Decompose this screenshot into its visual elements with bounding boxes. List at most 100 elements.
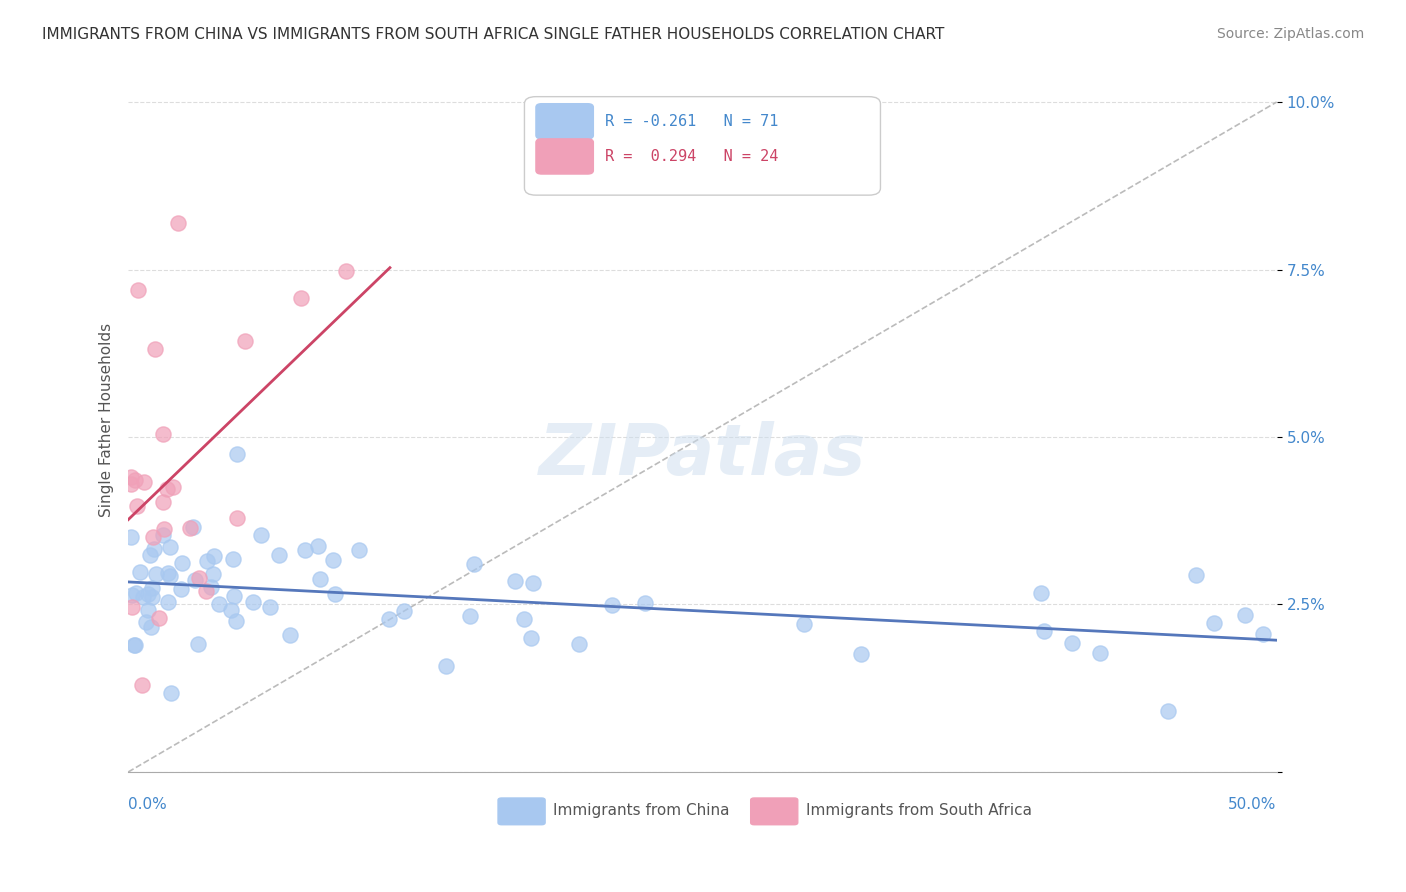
Point (202, 549, 225, 563)
Point (1062, 635, 1084, 649)
Point (141, 620, 163, 634)
Point (294, 543, 316, 558)
Point (221, 603, 243, 617)
Point (166, 216, 188, 230)
Point (849, 648, 872, 662)
Point (377, 612, 399, 626)
Point (522, 575, 544, 590)
Point (142, 530, 165, 544)
Point (156, 595, 179, 609)
Point (121, 588, 143, 602)
Point (1204, 616, 1226, 631)
Point (195, 554, 218, 568)
Point (132, 475, 155, 489)
Point (222, 551, 245, 566)
Point (179, 521, 201, 535)
Point (434, 658, 457, 673)
Point (225, 614, 247, 628)
Point (519, 631, 541, 645)
Point (121, 599, 143, 614)
Point (162, 480, 184, 494)
FancyBboxPatch shape (751, 798, 797, 825)
Point (195, 584, 218, 599)
Point (200, 580, 222, 594)
Point (152, 495, 174, 509)
Point (131, 677, 153, 691)
Point (148, 611, 170, 625)
Point (392, 604, 415, 618)
Text: ZIPatlas: ZIPatlas (538, 421, 866, 490)
Point (309, 572, 332, 586)
Point (323, 587, 346, 601)
Point (136, 586, 159, 600)
Point (134, 615, 156, 629)
Point (120, 530, 142, 544)
Point (225, 511, 247, 525)
Text: R = -0.261   N = 71: R = -0.261 N = 71 (605, 114, 778, 128)
Point (233, 334, 256, 349)
Point (188, 571, 211, 585)
Point (156, 482, 179, 496)
Point (124, 474, 146, 488)
Point (120, 470, 142, 484)
Y-axis label: Single Father Households: Single Father Households (100, 323, 114, 517)
Point (187, 638, 209, 652)
Point (1234, 608, 1257, 623)
Point (136, 603, 159, 617)
Point (159, 540, 181, 554)
Point (322, 553, 344, 567)
Text: R =  0.294   N = 24: R = 0.294 N = 24 (605, 149, 778, 164)
Point (160, 686, 183, 700)
Point (568, 637, 591, 651)
Point (152, 527, 174, 541)
Point (122, 638, 145, 652)
Point (127, 499, 149, 513)
Text: IMMIGRANTS FROM CHINA VS IMMIGRANTS FROM SOUTH AFRICA SINGLE FATHER HOUSEHOLDS C: IMMIGRANTS FROM CHINA VS IMMIGRANTS FROM… (42, 27, 945, 42)
Point (634, 596, 657, 610)
Point (142, 542, 165, 557)
Point (153, 522, 176, 536)
Point (1157, 704, 1180, 718)
Point (125, 586, 148, 600)
Text: 50.0%: 50.0% (1229, 797, 1277, 812)
Text: Source: ZipAtlas.com: Source: ZipAtlas.com (1216, 27, 1364, 41)
FancyBboxPatch shape (524, 96, 880, 195)
Point (124, 638, 146, 652)
FancyBboxPatch shape (536, 103, 593, 139)
Point (127, 283, 149, 297)
Point (458, 609, 481, 624)
Point (1185, 567, 1208, 582)
FancyBboxPatch shape (536, 139, 593, 174)
Text: 0.0%: 0.0% (128, 797, 167, 812)
Point (169, 582, 191, 596)
Point (156, 566, 179, 580)
Point (1088, 646, 1111, 660)
Point (226, 446, 249, 460)
Point (1031, 586, 1053, 600)
Point (347, 543, 370, 558)
Text: Immigrants from China: Immigrants from China (553, 803, 730, 818)
Point (242, 594, 264, 608)
Point (505, 574, 527, 589)
Point (143, 343, 166, 357)
Point (793, 617, 815, 632)
Point (138, 549, 160, 563)
FancyBboxPatch shape (498, 798, 546, 825)
Point (145, 566, 167, 581)
Text: Immigrants from South Africa: Immigrants from South Africa (806, 803, 1032, 818)
Point (1033, 624, 1056, 639)
Point (335, 264, 357, 278)
Point (172, 557, 194, 571)
Point (463, 557, 485, 571)
Point (512, 612, 534, 626)
Point (129, 566, 152, 580)
Point (307, 539, 329, 553)
Point (290, 291, 312, 305)
Point (152, 427, 174, 442)
Point (1251, 627, 1274, 641)
Point (259, 600, 281, 615)
Point (184, 573, 207, 587)
Point (249, 528, 271, 542)
Point (120, 476, 142, 491)
Point (181, 520, 204, 534)
